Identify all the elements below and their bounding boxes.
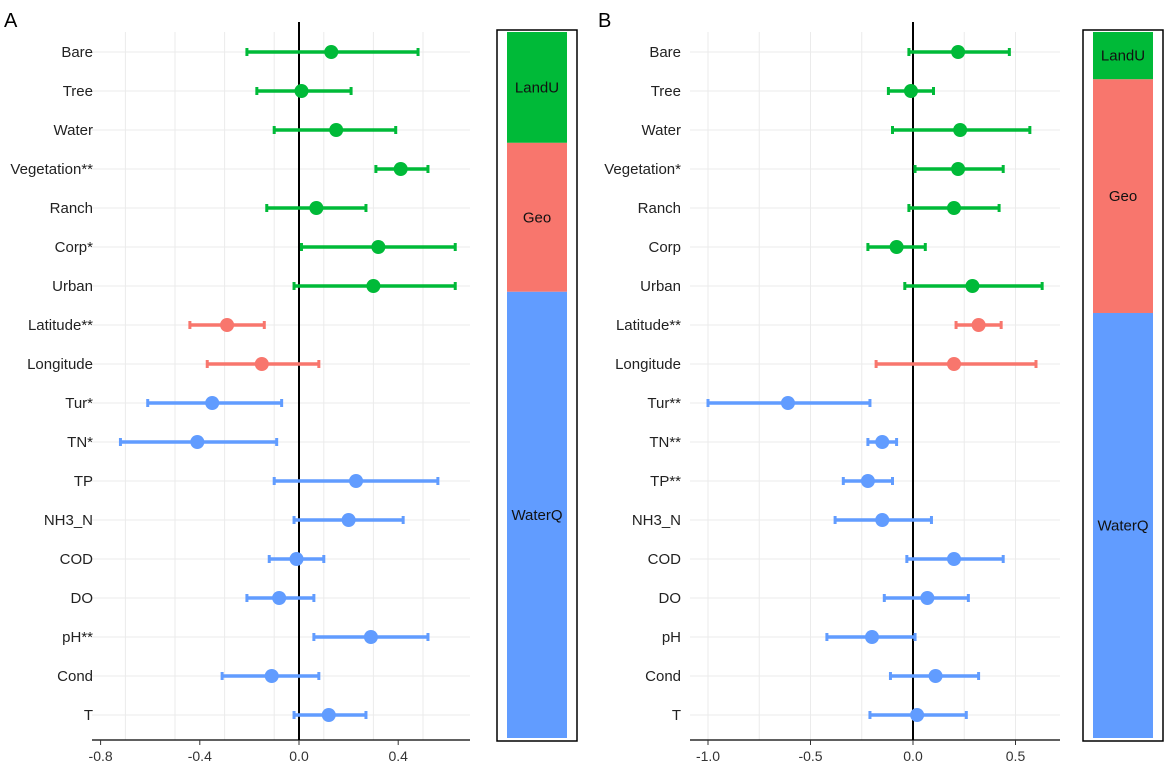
group-segment-label: LandU (1101, 48, 1145, 65)
group-segment-geo (507, 142, 567, 292)
group-segment-geo (1093, 79, 1153, 313)
row-label: Water (642, 122, 681, 139)
row-label: NH3_N (44, 512, 93, 529)
row-label: Water (54, 122, 93, 139)
row-label: T (672, 707, 681, 724)
estimate-point (971, 318, 986, 332)
estimate-point (947, 201, 961, 215)
group-segment-label: LandU (515, 79, 559, 96)
estimate-point (889, 240, 904, 254)
row-label: Tur* (65, 395, 93, 412)
row-label: pH** (62, 629, 93, 646)
estimate-point (289, 552, 304, 566)
estimate-point (272, 591, 287, 605)
row-label: Urban (640, 278, 681, 295)
row-label: pH (662, 629, 681, 646)
row-label: Bare (649, 44, 681, 61)
estimate-point (190, 435, 205, 449)
estimate-point (875, 435, 890, 449)
estimate-point (371, 240, 386, 254)
estimate-point (264, 669, 279, 683)
row-label: TP (74, 473, 93, 490)
group-legend-bar: LandU Geo WaterQ (1082, 29, 1164, 742)
row-label: Longitude (27, 356, 93, 373)
estimate-point (254, 357, 269, 371)
estimate-point (947, 552, 961, 566)
x-tick-label: 0.4 (388, 748, 408, 764)
row-label: NH3_N (632, 512, 681, 529)
estimate-point (349, 474, 364, 488)
group-segment-landu (1093, 32, 1153, 80)
row-label: Latitude** (616, 317, 681, 334)
estimate-point (780, 396, 795, 410)
row-label: T (84, 707, 93, 724)
row-label: Longitude (615, 356, 681, 373)
estimate-point (928, 669, 943, 683)
panel-A: A -0.8 -0.4 0.0 0.4 Bare Tree Water Vegetation**… (4, 10, 578, 764)
estimate-point (329, 123, 344, 137)
row-label: DO (659, 590, 682, 607)
panel-letter: A (4, 10, 18, 32)
row-label: Ranch (50, 200, 93, 217)
row-label: TN** (649, 434, 681, 451)
row-label: Tree (651, 83, 681, 100)
row-label: Tree (63, 83, 93, 100)
x-tick-label: 0.5 (1006, 748, 1026, 764)
estimate-point (947, 357, 961, 371)
estimate-point (366, 279, 381, 293)
group-segment-waterq (507, 291, 567, 738)
estimate-point (910, 708, 925, 722)
estimate-point (205, 396, 220, 410)
estimate-point (903, 84, 918, 98)
estimate-point (393, 162, 408, 176)
x-tick-label: -0.4 (188, 748, 212, 764)
row-label: Vegetation* (604, 161, 681, 178)
estimate-point (309, 201, 324, 215)
estimate-point (951, 45, 966, 59)
x-tick-label: -0.8 (89, 748, 113, 764)
estimate-point (860, 474, 875, 488)
x-tick-label: -1.0 (696, 748, 720, 764)
group-segment-label: WaterQ (511, 507, 562, 524)
row-label: DO (71, 590, 94, 607)
estimate-point (220, 318, 235, 332)
x-tick-label: 0.0 (289, 748, 309, 764)
row-label: Corp (648, 239, 681, 256)
estimate-point (324, 45, 339, 59)
estimate-point (965, 279, 980, 293)
group-segment-label: Geo (523, 209, 551, 226)
row-label: COD (648, 551, 682, 568)
row-label: Ranch (638, 200, 681, 217)
row-label: Tur** (647, 395, 681, 412)
x-tick-label: -0.5 (798, 748, 822, 764)
panel-B: B -1.0 -0.5 0.0 0.5 Bare Tree Water Vegetation* R… (598, 10, 1164, 764)
estimate-point (321, 708, 336, 722)
row-label: Urban (52, 278, 93, 295)
group-legend-bar: LandU Geo WaterQ (496, 29, 578, 742)
x-tick-label: 0.0 (903, 748, 923, 764)
group-segment-label: Geo (1109, 188, 1137, 205)
row-label: Cond (645, 668, 681, 685)
estimate-point (341, 513, 356, 527)
estimate-point (363, 630, 378, 644)
estimate-point (920, 591, 935, 605)
estimate-point (294, 84, 309, 98)
row-label: TP** (650, 473, 681, 490)
group-segment-waterq (1093, 312, 1153, 738)
row-label: TN* (67, 434, 93, 451)
row-label: Bare (61, 44, 93, 61)
estimate-point (951, 162, 966, 176)
group-segment-landu (507, 32, 567, 143)
panel-letter: B (598, 10, 611, 32)
estimate-point (865, 630, 879, 644)
row-label: Latitude** (28, 317, 93, 334)
row-label: COD (60, 551, 94, 568)
row-label: Cond (57, 668, 93, 685)
estimate-point (875, 513, 890, 527)
estimate-point (953, 123, 968, 137)
group-segment-label: WaterQ (1097, 517, 1148, 534)
row-label: Vegetation** (10, 161, 93, 178)
row-label: Corp* (55, 239, 94, 256)
